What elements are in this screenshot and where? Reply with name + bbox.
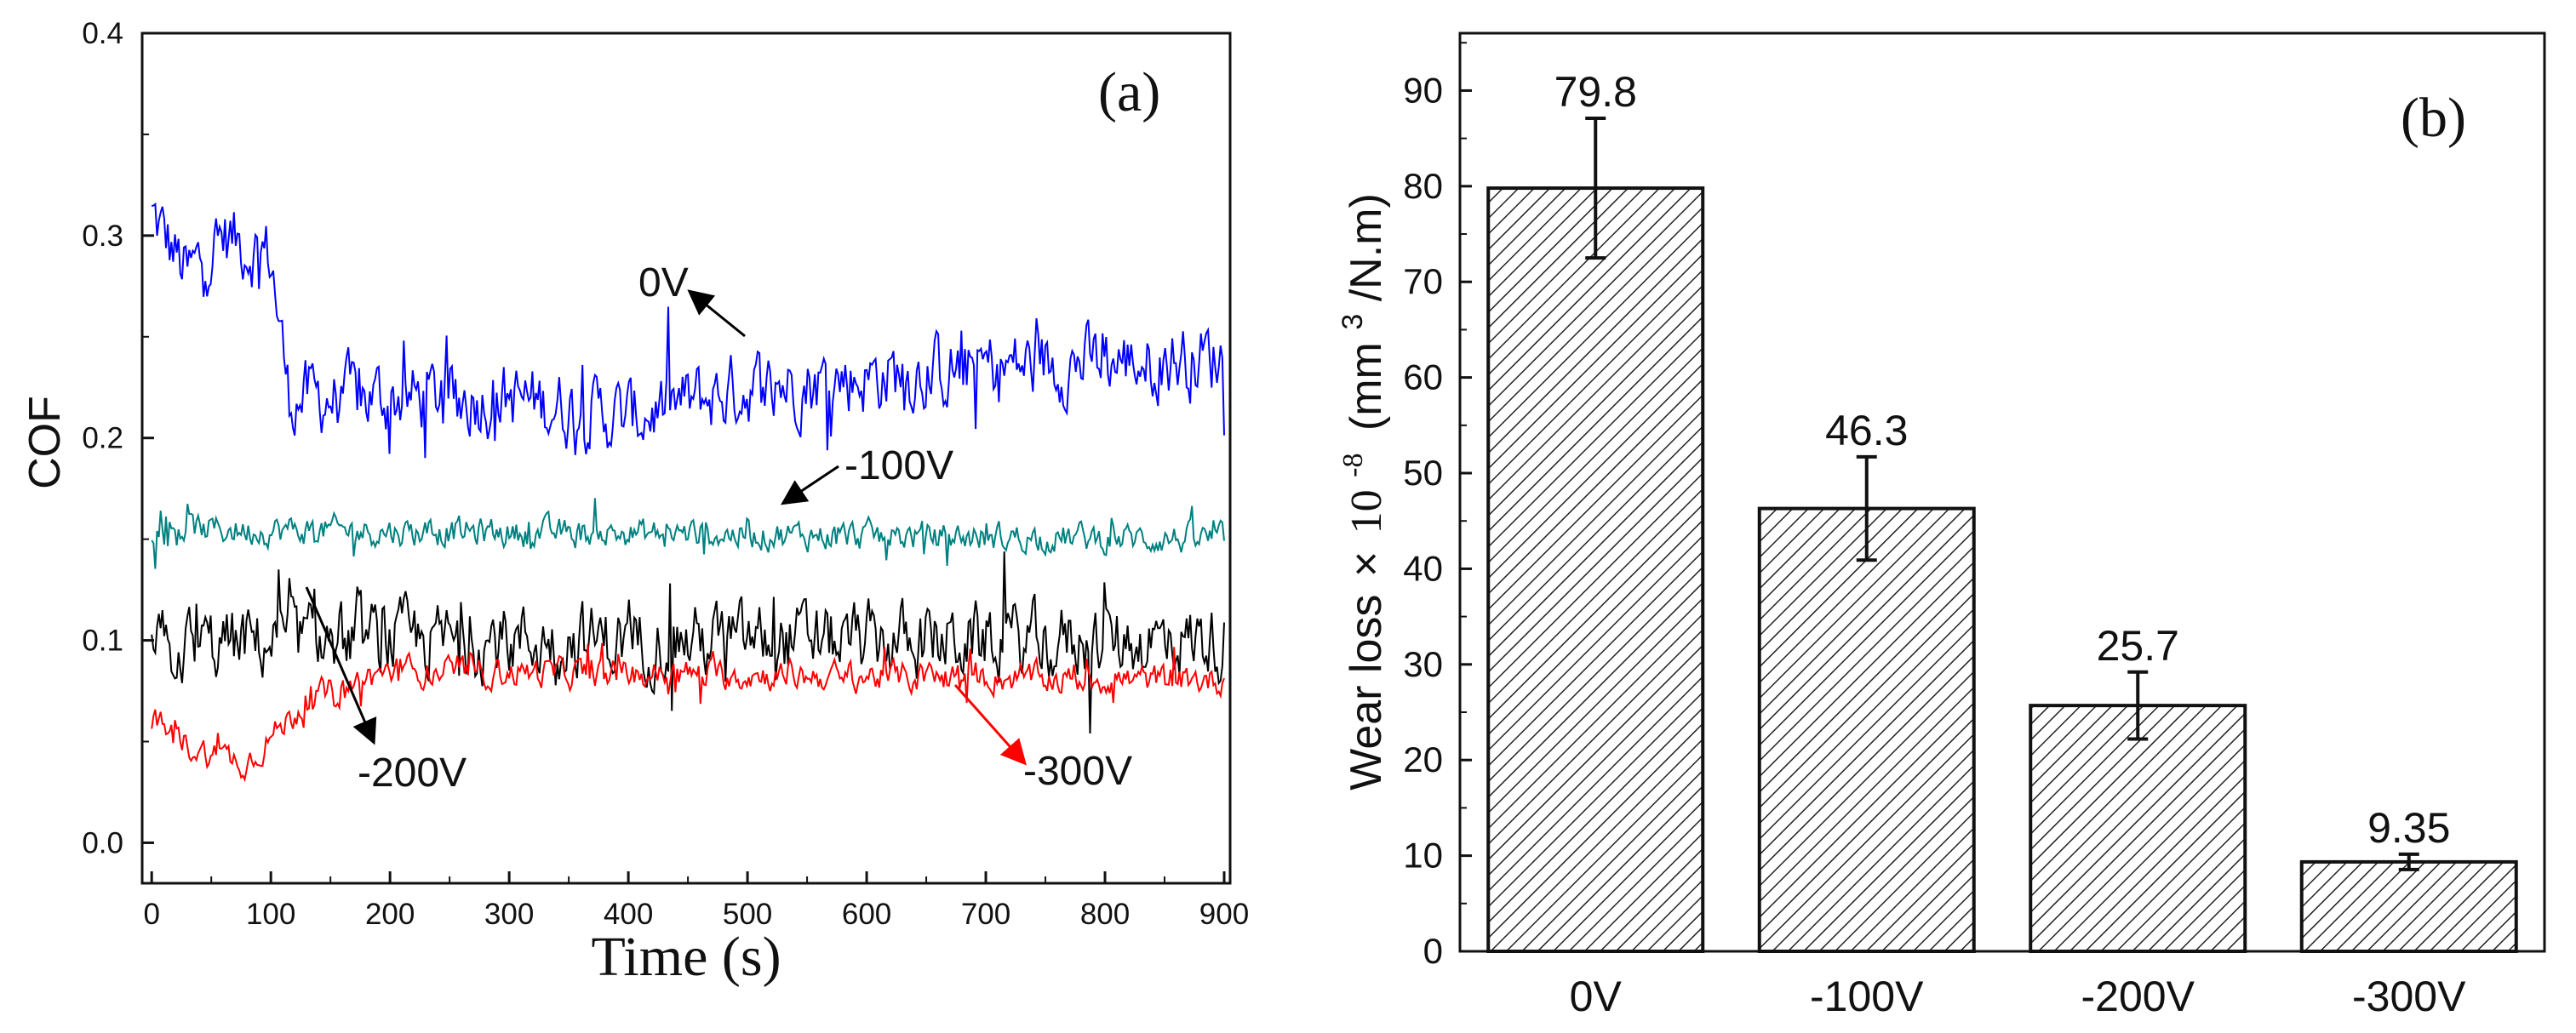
value-label-minus-300v: 9.35: [2367, 804, 2450, 852]
wear-y-axis-title-unit-close: /N.m): [1342, 193, 1391, 301]
wear-plot-frame: [1458, 31, 2546, 953]
x-tick-label: 100: [246, 898, 295, 931]
category-label-minus-300v: -300V: [2352, 973, 2466, 1020]
cof-annotations: [305, 289, 1027, 766]
panel-label-b: (b): [2401, 87, 2466, 149]
y-tick-label: 0.0: [82, 826, 123, 859]
wear-y-tick-label: 80: [1403, 166, 1443, 206]
arrow-minus-200v: [305, 586, 377, 745]
value-label-minus-200v: 25.7: [2097, 622, 2179, 670]
series-label-0v: 0V: [638, 260, 689, 305]
x-tick-label: 0: [143, 898, 159, 931]
category-label-minus-200v: -200V: [2081, 973, 2195, 1020]
arrow-minus-300v: [953, 684, 1027, 766]
x-tick-label: 700: [961, 898, 1010, 931]
wear-y-tick-label: 0: [1423, 931, 1443, 971]
y-tick-label: 0.1: [82, 625, 123, 658]
x-tick-label: 800: [1080, 898, 1130, 931]
cof-series-group: [151, 202, 1225, 783]
cof-chart-panel: 0 100 200 300 400 500 600 700 800 900 0.00.10.20.…: [20, 17, 1249, 988]
bar-minus-200v: [2029, 704, 2247, 953]
cof-y-axis-title: COF: [20, 396, 70, 489]
wear-y-axis-title-unit-exp: 3: [1337, 314, 1369, 330]
wear-y-axis-title: Wear loss × 10 -8 (mm 3 /N.m): [1323, 193, 1391, 790]
bar-minus-100v: [1757, 506, 1976, 953]
panel-label-a: (a): [1098, 61, 1160, 123]
wear-y-axis-title-base: 10: [1342, 489, 1391, 534]
wear-y-tick-label: 70: [1403, 261, 1443, 301]
cof-x-axis-title: Time (s): [591, 926, 781, 988]
x-tick-label: 200: [365, 898, 415, 931]
arrow-0v: [687, 289, 746, 338]
y-tick-label: 0.4: [82, 17, 123, 50]
wear-y-tick-label: 50: [1403, 453, 1443, 493]
arrow-minus-100v: [781, 465, 839, 505]
cof-x-axis: 0 100 200 300 400 500 600 700 800 900: [143, 871, 1249, 931]
wear-y-axis-title-times: ×: [1342, 551, 1391, 577]
wear-bars-group: 79.8 46.3 25.7 9.35: [1486, 68, 2518, 954]
category-label-0v: 0V: [1570, 973, 1623, 1020]
wear-loss-chart-panel: 79.8 46.3 25.7 9.35 0 10 20 30 40 50 60 70 80 90 0V -…: [1323, 31, 2546, 1020]
cof-plot-frame: [140, 31, 1232, 885]
category-label-minus-100v: -100V: [1810, 973, 1924, 1020]
series-label-minus-100v: -100V: [844, 443, 953, 488]
value-label-0v: 79.8: [1554, 68, 1637, 116]
wear-y-axis-title-main: Wear loss: [1342, 595, 1391, 790]
x-tick-label: 300: [484, 898, 534, 931]
x-tick-label: 900: [1199, 898, 1249, 931]
wear-y-tick-label: 30: [1403, 644, 1443, 684]
y-tick-label: 0.2: [82, 422, 123, 455]
series-label-minus-200v: -200V: [358, 750, 467, 796]
bar-minus-300v: [2299, 859, 2518, 954]
bar-0v: [1486, 186, 1705, 954]
wear-y-tick-label: 90: [1403, 70, 1443, 110]
series-label-minus-300v: -300V: [1023, 749, 1132, 794]
wear-x-axis: 0V -100V -200V -300V: [1570, 973, 2466, 1020]
series-line-minus-100v: [151, 498, 1225, 569]
wear-y-axis: 0 10 20 30 40 50 60 70 80 90: [1403, 42, 1472, 971]
y-tick-label: 0.3: [82, 220, 123, 253]
wear-y-axis-title-unit-open: (mm: [1342, 342, 1391, 431]
wear-y-tick-label: 10: [1403, 836, 1443, 876]
cof-y-axis: 0.0 0.1 0.2 0.3 0.4: [82, 17, 154, 859]
x-tick-label: 600: [842, 898, 891, 931]
wear-y-tick-label: 60: [1403, 357, 1443, 397]
wear-y-tick-label: 20: [1403, 739, 1443, 779]
value-label-minus-100v: 46.3: [1825, 407, 1908, 454]
series-line-minus-300v: [151, 642, 1225, 783]
x-tick-label: 500: [723, 898, 772, 931]
x-tick-label: 400: [604, 898, 653, 931]
wear-y-axis-title-exp: -8: [1337, 454, 1369, 477]
wear-y-tick-label: 40: [1403, 548, 1443, 588]
series-line-0v: [152, 202, 1225, 459]
series-line-minus-200v: [151, 551, 1225, 734]
